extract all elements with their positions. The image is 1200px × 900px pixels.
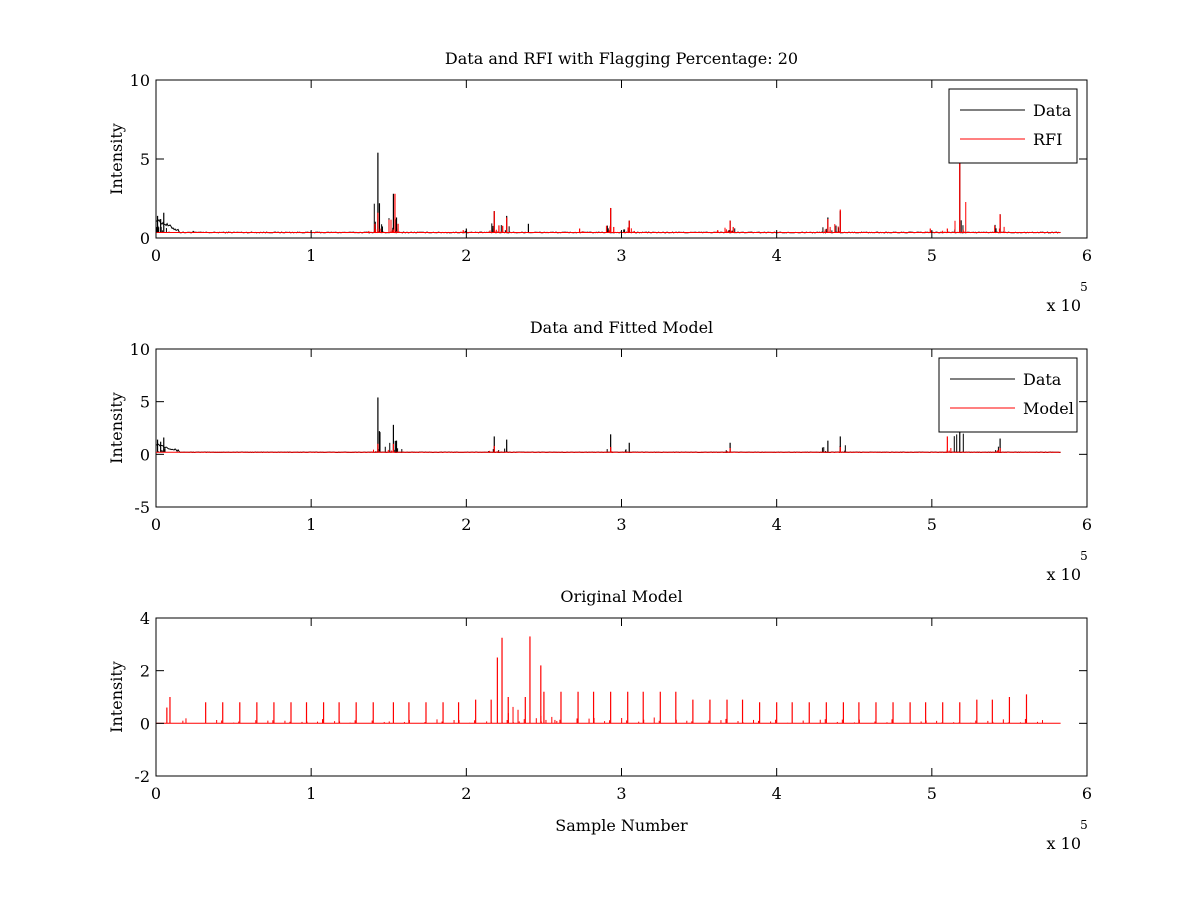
x-tick-label: 5: [927, 515, 937, 534]
legend-entry: Data: [1033, 101, 1072, 120]
x-exponent-power: 5: [1080, 818, 1088, 832]
x-tick-label: 4: [772, 515, 782, 534]
chart-title: Original Model: [560, 587, 682, 606]
x-tick-label: 3: [616, 784, 626, 803]
x-tick-label: 1: [306, 784, 316, 803]
x-tick-label: 6: [1082, 515, 1092, 534]
x-tick-label: 3: [616, 515, 626, 534]
y-tick-label: 5: [140, 150, 150, 169]
x-tick-label: 6: [1082, 784, 1092, 803]
legend-entry: RFI: [1033, 130, 1062, 149]
x-exponent-label: x 10: [1047, 565, 1081, 584]
x-tick-label: 0: [151, 246, 161, 265]
x-tick-label: 1: [306, 246, 316, 265]
y-tick-label: 5: [140, 393, 150, 412]
x-exponent-label: x 10: [1047, 834, 1081, 853]
legend-box: [938, 357, 1078, 433]
legend-entry: Model: [1023, 399, 1074, 418]
x-tick-label: 4: [772, 246, 782, 265]
x-tick-label: 2: [461, 784, 471, 803]
x-tick-label: 2: [461, 515, 471, 534]
x-tick-label: 4: [772, 784, 782, 803]
x-axis-label: Sample Number: [555, 816, 688, 835]
panel-data-and-rfi: 0 1 2 3 4 5 6 0 5 10 Data and RFI with Flagging Pe…: [107, 49, 1092, 315]
chart-title: Data and RFI with Flagging Percentage: 2…: [445, 49, 798, 68]
x-tick-label: 0: [151, 784, 161, 803]
x-tick-label: 5: [927, 784, 937, 803]
y-axis-label: Intensity: [107, 123, 126, 195]
x-tick-label: 1: [306, 515, 316, 534]
y-tick-label: 0: [140, 445, 150, 464]
y-tick-label: -5: [134, 498, 150, 517]
x-exponent-power: 5: [1080, 280, 1088, 294]
x-exponent-power: 5: [1080, 549, 1088, 563]
axes-box: [155, 617, 1088, 777]
x-exponent-label: x 10: [1047, 296, 1081, 315]
y-tick-label: 0: [140, 714, 150, 733]
x-tick-label: 6: [1082, 246, 1092, 265]
y-axis-label: Intensity: [107, 661, 126, 733]
axes-box: [155, 348, 1088, 508]
legend-box: [948, 88, 1078, 164]
x-tick-label: 5: [927, 246, 937, 265]
x-tick-label: 2: [461, 246, 471, 265]
y-tick-label: -2: [134, 767, 150, 786]
y-tick-label: 10: [130, 71, 150, 90]
y-tick-label: 0: [140, 229, 150, 248]
y-axis-label: Intensity: [107, 392, 126, 464]
x-tick-label: 3: [616, 246, 626, 265]
chart-title: Data and Fitted Model: [530, 318, 713, 337]
y-tick-label: 4: [140, 609, 150, 628]
y-tick-label: 10: [130, 340, 150, 359]
legend-entry: Data: [1023, 370, 1062, 389]
x-tick-label: 0: [151, 515, 161, 534]
axes-box: [155, 79, 1088, 239]
y-tick-label: 2: [140, 662, 150, 681]
